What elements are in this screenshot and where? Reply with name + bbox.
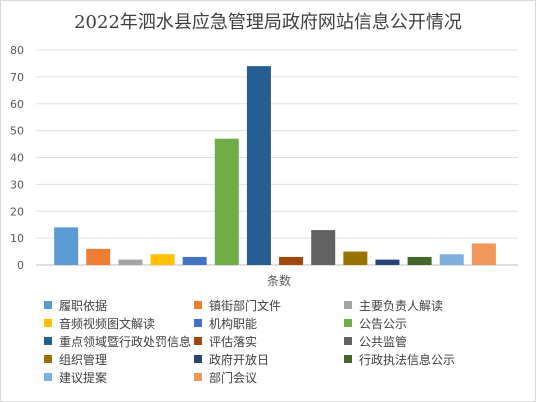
- legend-swatch: [194, 301, 202, 309]
- legend-item: 组织管理: [44, 352, 194, 367]
- legend-swatch: [44, 373, 52, 381]
- y-tick-label: 50: [10, 125, 24, 138]
- legend-swatch: [194, 337, 202, 345]
- legend-item: 履职依据: [44, 298, 194, 313]
- legend-item: 建议提案: [44, 370, 194, 385]
- legend-swatch: [44, 337, 52, 345]
- legend-label: 评估落实: [209, 334, 258, 349]
- y-tick-label: 60: [10, 98, 24, 111]
- legend-item: 行政执法信息公示: [344, 352, 504, 367]
- legend-item: 机构职能: [194, 316, 344, 331]
- legend-label: 组织管理: [59, 352, 108, 367]
- legend-item: 音频视频图文解读: [44, 316, 194, 331]
- y-tick-label: 70: [10, 71, 24, 84]
- y-tick-label: 0: [17, 259, 24, 272]
- bar: [246, 66, 271, 265]
- y-tick-label: 40: [10, 152, 24, 165]
- legend-swatch: [194, 355, 202, 363]
- chart-title: 2022年泗水县应急管理局政府网站信息公开情况: [74, 12, 462, 33]
- bar: [375, 259, 400, 265]
- legend-swatch: [344, 355, 352, 363]
- bar-chart-plot: 0 10 20 30 40 50 60 70 80 条数: [10, 44, 518, 288]
- legend-label: 镇街部门文件: [209, 298, 282, 313]
- bar: [150, 254, 175, 265]
- legend-item: 公告公示: [344, 316, 504, 331]
- bar: [182, 256, 207, 265]
- bar: [86, 248, 111, 265]
- legend-label: 公告公示: [359, 316, 408, 331]
- bar: [439, 254, 464, 265]
- legend-swatch: [194, 373, 202, 381]
- y-tick-label: 10: [10, 232, 24, 245]
- legend-swatch: [344, 319, 352, 327]
- legend-label: 履职依据: [59, 298, 108, 313]
- bar: [343, 251, 368, 265]
- bar: [471, 243, 496, 265]
- bar: [54, 227, 79, 265]
- legend-item: 评估落实: [194, 334, 344, 349]
- bar: [311, 230, 336, 265]
- legend-label: 公共监管: [359, 334, 408, 349]
- legend-swatch: [44, 319, 52, 327]
- bar: [214, 138, 239, 265]
- legend-swatch: [44, 301, 52, 309]
- legend-swatch: [344, 301, 352, 309]
- legend-swatch: [44, 355, 52, 363]
- legend-label: 行政执法信息公示: [359, 352, 456, 367]
- legend-item: 镇街部门文件: [194, 298, 344, 313]
- legend-label: 音频视频图文解读: [59, 316, 156, 331]
- legend-label: 部门会议: [209, 370, 258, 385]
- legend-label: 主要负责人解读: [359, 298, 444, 313]
- legend-label: 机构职能: [209, 316, 258, 331]
- legend-label: 建议提案: [59, 370, 108, 385]
- y-tick-label: 80: [10, 44, 24, 57]
- legend-item: 部门会议: [194, 370, 344, 385]
- legend-label: 政府开放日: [209, 352, 270, 367]
- legend-swatch: [194, 319, 202, 327]
- legend-label: 重点领域暨行政处罚信息: [59, 334, 192, 349]
- legend-swatch: [344, 337, 352, 345]
- legend-item: 主要负责人解读: [344, 298, 504, 313]
- legend-item: 重点领域暨行政处罚信息: [44, 334, 194, 349]
- y-tick-label: 30: [10, 178, 24, 191]
- bar: [279, 256, 304, 265]
- bar: [118, 259, 143, 265]
- y-tick-label: 20: [10, 205, 24, 218]
- bar: [407, 256, 432, 265]
- chart-legend: 履职依据 镇街部门文件 主要负责人解读音频视频图文解读 机构职能 公告公示重点领域暨行政…: [44, 298, 504, 385]
- x-axis-label: 条数: [267, 273, 291, 288]
- legend-item: 公共监管: [344, 334, 504, 349]
- legend-item: 政府开放日: [194, 352, 344, 367]
